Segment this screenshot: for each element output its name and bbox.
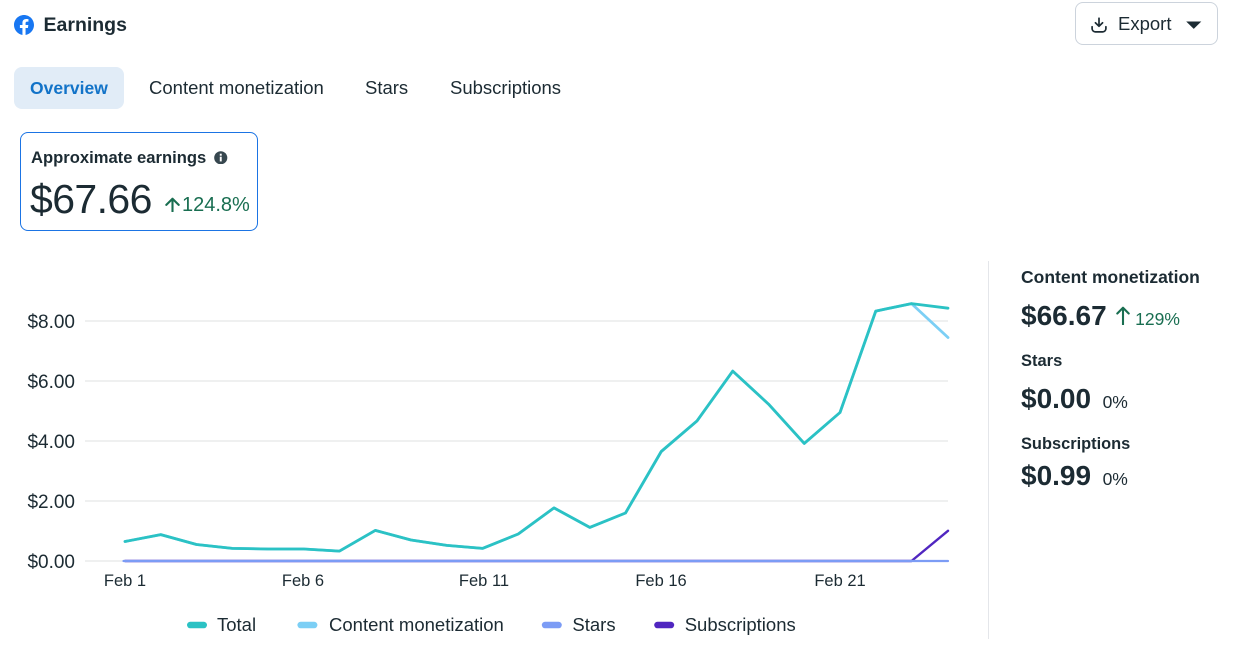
svg-text:Feb 6: Feb 6 [282,572,324,590]
svg-text:Feb 16: Feb 16 [635,572,686,590]
svg-text:$8.00: $8.00 [27,312,75,333]
svg-text:Total: Total [217,614,256,635]
svg-text:Feb 11: Feb 11 [459,572,509,590]
svg-text:$0.00: $0.00 [27,552,75,573]
svg-text:Subscriptions: Subscriptions [685,614,796,635]
svg-text:Stars: Stars [572,614,615,635]
svg-text:Feb 1: Feb 1 [104,572,146,590]
svg-text:$2.00: $2.00 [27,492,75,513]
svg-text:Content monetization: Content monetization [329,614,504,635]
svg-text:$6.00: $6.00 [27,372,75,393]
svg-text:Feb 21: Feb 21 [814,572,865,590]
svg-text:$4.00: $4.00 [27,432,75,453]
